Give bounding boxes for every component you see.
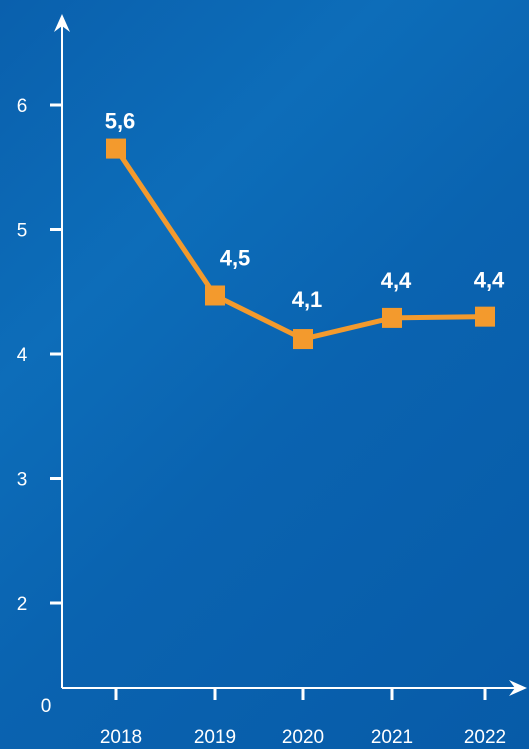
data-label-2021: 4,4 (381, 268, 412, 293)
y-axis-ticks: 2 3 4 5 6 (17, 96, 62, 615)
origin-label: 0 (41, 696, 52, 717)
y-tick-label-5: 5 (17, 221, 28, 242)
series-line-group (106, 138, 495, 350)
data-label-2019: 4,5 (220, 245, 251, 270)
x-axis-ticks: 2018 2019 2020 2021 2022 (100, 688, 506, 748)
chart-axes: 0 (41, 14, 527, 717)
data-label-2018: 5,6 (105, 109, 136, 134)
data-point-2020 (293, 329, 313, 350)
y-tick-label-4: 4 (17, 345, 28, 366)
data-label-2022: 4,4 (474, 268, 505, 293)
data-point-2019 (205, 285, 225, 306)
y-tick-label-6: 6 (17, 96, 28, 117)
data-point-2022 (475, 306, 495, 327)
data-label-2020: 4,1 (292, 287, 323, 312)
x-axis-arrow (509, 680, 527, 696)
x-tick-label-2021: 2021 (371, 727, 413, 748)
x-tick-label-2020: 2020 (282, 727, 324, 748)
y-axis-arrow (54, 14, 70, 32)
y-tick-label-3: 3 (17, 470, 28, 491)
x-tick-label-2018: 2018 (100, 727, 142, 748)
data-labels: 5,6 4,5 4,1 4,4 4,4 (105, 109, 505, 312)
data-point-2018 (106, 138, 126, 159)
data-point-2021 (382, 307, 402, 328)
y-tick-label-2: 2 (17, 594, 28, 615)
x-tick-label-2019: 2019 (194, 727, 236, 748)
x-tick-label-2022: 2022 (464, 727, 506, 748)
